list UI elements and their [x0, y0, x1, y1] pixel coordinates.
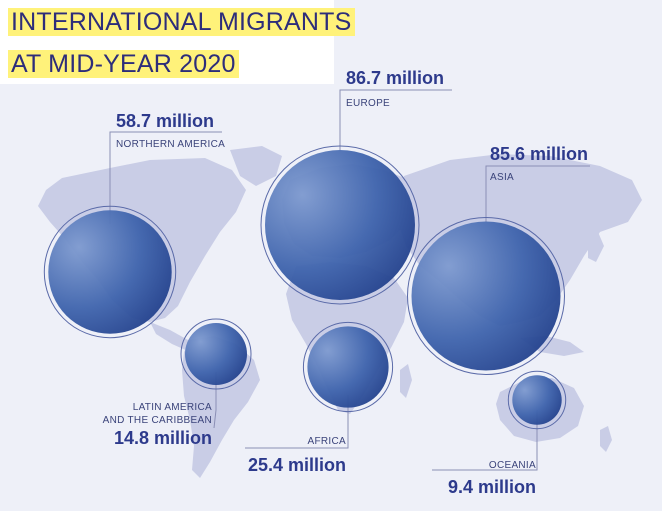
value-label-europe: 86.7 million	[346, 68, 444, 88]
bubble-africa	[307, 326, 389, 408]
land-madagascar	[400, 364, 412, 398]
region-label-latin-america-and-the-caribbean-line-1: LATIN AMERICA	[133, 402, 212, 413]
bubble-ring-northern-america	[43, 205, 177, 339]
chart-title-line-1: INTERNATIONAL MIGRANTS	[8, 8, 355, 37]
leader-line-oceania	[432, 410, 538, 471]
bubble-ring-latin-america-and-the-caribbean	[180, 318, 252, 390]
bubble-latin-america-and-the-caribbean	[185, 323, 247, 385]
land-new-zealand	[600, 426, 612, 452]
bubble-ring-europe	[260, 145, 420, 305]
leader-line-northern-america	[109, 131, 222, 224]
region-label-northern-america: NORTHERN AMERICA	[116, 139, 225, 150]
bubble-ring-africa	[302, 321, 394, 413]
bubble-northern-america	[48, 210, 172, 334]
value-label-latin-america-and-the-caribbean: 14.8 million	[114, 428, 212, 448]
value-label-africa: 25.4 million	[248, 455, 346, 475]
bubble-oceania	[512, 375, 562, 425]
region-label-asia: ASIA	[490, 172, 514, 183]
land-central-america	[150, 322, 198, 352]
land-greenland	[230, 146, 282, 186]
bubble-ring-asia	[407, 217, 565, 375]
bubbles-layer	[43, 145, 567, 430]
bubble-ring-oceania	[507, 370, 567, 430]
leader-line-asia	[485, 165, 590, 222]
value-label-oceania: 9.4 million	[448, 477, 536, 497]
leader-line-europe	[339, 89, 452, 150]
region-label-africa: AFRICA	[308, 436, 346, 447]
land-japan	[588, 232, 604, 262]
region-label-oceania: OCEANIA	[489, 460, 536, 471]
region-label-europe: EUROPE	[346, 98, 390, 109]
value-label-northern-america: 58.7 million	[116, 111, 214, 131]
title-block: INTERNATIONAL MIGRANTS AT MID-YEAR 2020	[0, 0, 355, 84]
region-label-latin-america-and-the-caribbean-line-2: AND THE CARIBBEAN	[103, 415, 212, 426]
leader-line-africa	[245, 395, 349, 449]
bubble-asia	[411, 221, 561, 371]
chart-title-line-2: AT MID-YEAR 2020	[8, 50, 239, 79]
bubble-europe	[265, 150, 415, 300]
value-label-asia: 85.6 million	[490, 144, 588, 164]
labels-layer: 86.7 million EUROPE 85.6 million ASIA 58.7 m…	[103, 68, 588, 497]
